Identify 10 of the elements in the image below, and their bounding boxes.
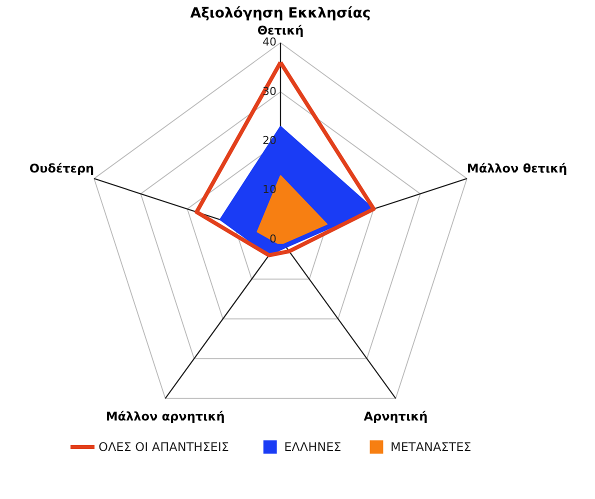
y-tick-label: 40 [262,36,276,49]
spoke-label: Θετική [257,24,304,38]
spoke-label: Αρνητική [364,409,428,424]
chart-title: Αξιολόγηση Εκκλησίας [190,6,371,22]
spoke-label: Μάλλον θετική [466,162,568,176]
legend-label: ΕΛΛΗΝΕΣ [284,440,342,454]
legend-label: ΜΕΤΑΝΑΣΤΕΣ [390,440,472,454]
spoke-label: Ουδέτερη [29,162,94,176]
legend-label: ΟΛΕΣ ΟΙ ΑΠΑΝΤΗΣΕΙΣ [98,440,229,454]
spoke-label: Μάλλον αρνητική [106,409,225,424]
